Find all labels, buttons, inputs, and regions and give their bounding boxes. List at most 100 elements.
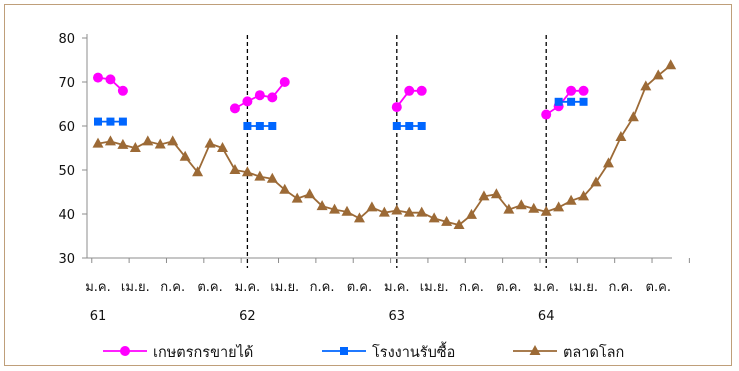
world-price-point bbox=[578, 190, 590, 201]
factory-price-point bbox=[243, 122, 252, 130]
world-price-point bbox=[266, 172, 278, 183]
farmer-price-point bbox=[242, 96, 253, 107]
world-price-point bbox=[490, 188, 502, 199]
world-price-point bbox=[179, 150, 191, 161]
factory-price-point bbox=[255, 122, 264, 130]
x-year-label: 62 bbox=[239, 309, 256, 324]
world-price-point bbox=[217, 142, 228, 152]
legend-swatch-marker bbox=[120, 346, 130, 356]
x-month-label: เม.ย. bbox=[121, 280, 150, 295]
y-tick-label: 80 bbox=[58, 32, 75, 47]
world-price-point bbox=[154, 138, 166, 149]
y-tick-label: 60 bbox=[58, 120, 75, 135]
x-month-label: ต.ค. bbox=[347, 280, 372, 295]
x-month-label: ก.ค. bbox=[608, 280, 633, 295]
farmer-price-point bbox=[578, 85, 589, 96]
x-month-label: ก.ค. bbox=[160, 280, 185, 295]
x-month-label: ม.ค. bbox=[85, 280, 111, 295]
farmer-price-point bbox=[105, 74, 116, 85]
factory-price-point bbox=[106, 117, 115, 126]
world-price-point bbox=[104, 135, 116, 146]
world-price-point bbox=[615, 131, 627, 141]
farmer-price-point bbox=[117, 85, 128, 96]
world-price-point bbox=[254, 170, 266, 181]
world-price-point bbox=[416, 206, 428, 217]
world-price-point bbox=[652, 69, 664, 80]
world-price-point bbox=[640, 80, 652, 91]
world-price-point bbox=[353, 212, 365, 223]
x-month-label: ม.ค. bbox=[533, 280, 559, 295]
farmer-price-point bbox=[541, 109, 552, 120]
factory-price-point bbox=[554, 97, 563, 106]
world-price-point bbox=[403, 206, 415, 217]
x-year-label: 61 bbox=[90, 309, 107, 324]
world-price-point bbox=[304, 188, 316, 199]
legend-label: เกษตรกรขายได้ bbox=[153, 343, 253, 361]
world-price-point bbox=[117, 138, 129, 149]
world-price-point bbox=[515, 199, 527, 210]
world-price-point bbox=[229, 164, 241, 174]
world-price-point bbox=[241, 166, 253, 177]
x-year-label: 63 bbox=[389, 309, 406, 324]
world-price-point bbox=[279, 183, 291, 194]
factory-price-point bbox=[268, 122, 277, 130]
factory-price-point bbox=[392, 122, 401, 130]
x-month-label: ต.ค. bbox=[646, 280, 671, 295]
legend-label: โรงงานรับซื้อ bbox=[372, 341, 455, 361]
world-price-point bbox=[553, 201, 565, 212]
world-price-point bbox=[528, 202, 540, 213]
farmer-price-point bbox=[404, 85, 415, 96]
farmer-price-point bbox=[566, 85, 577, 96]
factory-price-point bbox=[579, 97, 588, 106]
x-month-label: ก.ค. bbox=[310, 280, 335, 295]
farmer-price-line bbox=[545, 89, 584, 116]
x-year-label: 64 bbox=[538, 309, 555, 324]
y-tick-label: 40 bbox=[58, 208, 75, 223]
world-price-point bbox=[627, 111, 639, 122]
factory-price-point bbox=[94, 117, 102, 126]
world-price-point bbox=[341, 205, 353, 216]
x-month-label: เม.ย. bbox=[569, 280, 598, 295]
world-price-point bbox=[366, 201, 378, 212]
farmer-price-point bbox=[416, 85, 427, 96]
world-price-point bbox=[602, 157, 614, 168]
world-price-point bbox=[204, 137, 216, 148]
world-price-point bbox=[291, 192, 303, 203]
farmer-price-point bbox=[254, 90, 265, 101]
farmer-price-point bbox=[267, 92, 278, 103]
y-tick-label: 70 bbox=[58, 76, 75, 91]
legend-label: ตลาดโลก bbox=[563, 343, 624, 361]
world-price-point bbox=[142, 135, 154, 146]
world-price-point bbox=[391, 204, 403, 215]
factory-price-point bbox=[118, 117, 127, 126]
world-price-point bbox=[590, 176, 602, 187]
x-month-label: ก.ค. bbox=[459, 280, 484, 295]
factory-price-point bbox=[417, 122, 426, 130]
world-price-point bbox=[453, 219, 465, 229]
y-tick-label: 50 bbox=[58, 164, 75, 179]
world-price-point bbox=[378, 206, 390, 217]
world-price-point bbox=[441, 215, 453, 226]
world-price-point bbox=[503, 203, 515, 214]
world-price-point bbox=[329, 203, 341, 214]
world-price-point bbox=[565, 194, 577, 205]
chart-frame bbox=[4, 4, 732, 366]
legend-swatch-marker bbox=[529, 345, 541, 355]
x-month-label: ม.ค. bbox=[235, 280, 261, 295]
world-price-point bbox=[665, 59, 677, 70]
world-price-point bbox=[478, 190, 490, 201]
farmer-price-point bbox=[229, 103, 240, 114]
factory-price-point bbox=[567, 97, 576, 106]
world-price-point bbox=[192, 166, 204, 177]
x-month-label: เม.ย. bbox=[420, 280, 449, 295]
y-tick-label: 30 bbox=[58, 252, 75, 267]
x-month-label: ม.ค. bbox=[384, 280, 410, 295]
world-price-point bbox=[167, 135, 179, 146]
world-price-point bbox=[466, 208, 477, 219]
x-month-label: เม.ย. bbox=[270, 280, 299, 295]
world-price-point bbox=[316, 200, 328, 211]
world-price-point bbox=[428, 212, 440, 223]
x-month-label: ต.ค. bbox=[197, 280, 222, 295]
world-price-point bbox=[92, 137, 104, 148]
